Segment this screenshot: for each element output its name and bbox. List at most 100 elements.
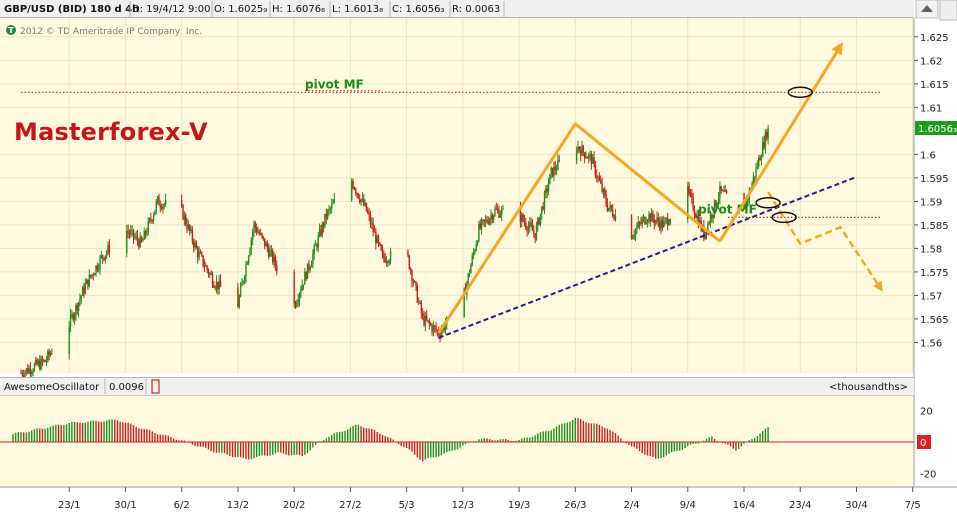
candle-body	[665, 218, 668, 220]
candle-body	[316, 244, 318, 248]
candle-body	[103, 257, 105, 260]
candle-body	[703, 225, 705, 239]
watermark-text: Masterforex-V	[14, 118, 208, 146]
candle-body	[377, 236, 380, 243]
candle-body	[325, 213, 327, 218]
candle-body	[586, 157, 589, 159]
candle-body	[478, 223, 480, 242]
x-tick-label: 13/2	[227, 500, 249, 511]
candle-body	[669, 219, 672, 224]
candle-body	[633, 234, 635, 237]
candle-body	[163, 204, 165, 206]
candle-body	[247, 255, 250, 264]
candle-body	[356, 192, 358, 194]
candle-body	[527, 226, 530, 231]
candle-body	[126, 230, 128, 254]
candle-body	[187, 224, 190, 230]
candle-body	[658, 221, 661, 229]
candle-body	[530, 222, 532, 226]
candle-body	[73, 314, 76, 321]
candle-body	[593, 157, 595, 163]
candle-body	[604, 189, 606, 196]
candle-body	[384, 257, 386, 263]
candle-body	[322, 223, 325, 227]
candle-body	[215, 281, 218, 288]
candle-body	[259, 233, 262, 235]
candle-body	[630, 215, 633, 240]
candle-body	[99, 257, 101, 269]
header-high: H: 1.6076₈	[272, 4, 325, 15]
candle-body	[253, 222, 255, 233]
zigzag-pattern	[437, 122, 721, 334]
candle-body	[43, 360, 45, 362]
candle-body	[636, 226, 638, 230]
candle-body	[600, 180, 602, 184]
candle-body	[609, 205, 611, 208]
candle-body	[468, 273, 471, 275]
candle-body	[130, 230, 132, 235]
header-range: R: 0.0063	[452, 4, 500, 15]
x-tick-label: 23/4	[789, 500, 811, 511]
candle-body	[467, 273, 469, 283]
candle-body	[76, 305, 78, 311]
candle-body	[375, 231, 377, 244]
candle-body	[320, 229, 322, 236]
candle-body	[705, 232, 708, 234]
candle-body	[148, 218, 151, 222]
candle-body	[547, 184, 550, 192]
candle-body	[490, 215, 492, 219]
ameritrade-logo-mark: T	[8, 26, 14, 35]
candle-body	[88, 274, 91, 287]
candle-body	[273, 256, 275, 263]
candle-body	[546, 188, 548, 192]
candle-body	[180, 199, 183, 206]
y-tick-label: 1.62	[920, 56, 942, 67]
candle-body	[531, 225, 534, 232]
oscillator-y-tick: 20	[920, 406, 933, 417]
candle-body	[243, 276, 246, 282]
candle-body	[752, 176, 755, 184]
candle-body	[154, 210, 156, 216]
x-tick-label: 5/3	[399, 500, 415, 511]
y-tick-label: 1.57	[920, 291, 942, 302]
candle-body	[581, 145, 583, 156]
candle-body	[368, 213, 370, 216]
candle-body	[723, 190, 725, 192]
candle-body	[250, 239, 253, 250]
candle-body	[255, 227, 258, 233]
candle-body	[249, 249, 251, 256]
oscillator-y-tick: -20	[920, 470, 936, 481]
candle-body	[268, 248, 270, 257]
time-axis: 23/1 30/1 6/2 13/2 20/2 27/2 5/3 12/3 19/3 26/3 2/…	[58, 487, 921, 511]
candle-body	[326, 210, 329, 218]
candle-body	[432, 325, 435, 332]
candle-body	[555, 169, 558, 171]
candle-body	[23, 375, 25, 377]
candle-body	[415, 281, 417, 286]
oscillator-value: 0.0096	[109, 382, 144, 393]
candle-body	[645, 222, 647, 224]
candle-body	[492, 215, 495, 220]
candle-body	[372, 223, 374, 232]
candle-body	[147, 221, 149, 233]
candle-body	[136, 235, 139, 241]
candle-body	[305, 272, 307, 279]
candle-body	[537, 218, 539, 226]
candle-body	[33, 364, 36, 371]
scrollbar-track[interactable]	[939, 0, 957, 21]
candle-body	[719, 186, 721, 199]
candle-body	[25, 368, 28, 373]
candle-body	[764, 131, 767, 148]
candle-body	[24, 372, 26, 377]
candle-body	[190, 229, 192, 231]
candle-body	[92, 274, 95, 276]
candle-body	[31, 372, 33, 374]
candle-body	[642, 216, 645, 220]
candle-body	[523, 220, 526, 223]
candle-body	[411, 270, 413, 282]
candle-body	[440, 330, 443, 337]
price-axis: 1.625 1.62 1.615 1.61 1.6 1.595 1.59 1.585 1.58 1…	[914, 33, 957, 349]
pivot-label: pivot MF	[305, 77, 364, 91]
candle-body	[371, 223, 373, 225]
candle-body	[601, 183, 603, 192]
